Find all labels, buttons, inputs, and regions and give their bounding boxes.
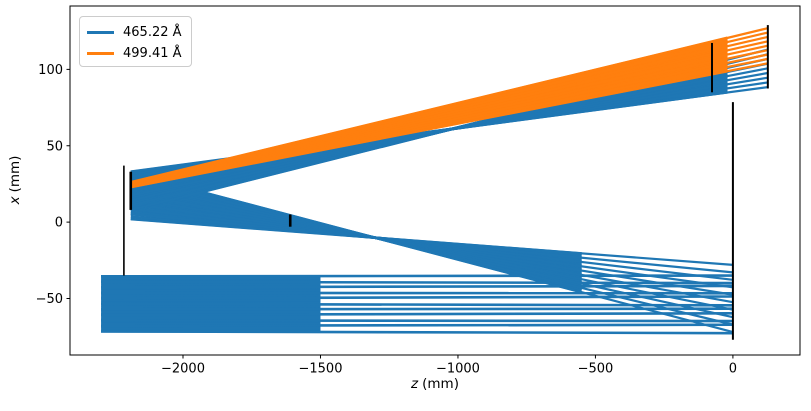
optical-elements [123,25,769,340]
legend-label: 465.22 Å [123,25,182,40]
ray [130,182,734,319]
y-axis-variable: x [7,196,23,205]
plot-frame [69,5,801,356]
y-tick-label: −50 [36,292,63,307]
x-axis-unit: (mm) [422,376,459,392]
ray [101,295,733,300]
y-tick-label: 50 [46,139,63,154]
y-tick-label: 100 [38,63,63,78]
x-axis-ticks: −2000 −1500 −1000 −500 0 [161,355,737,377]
y-axis-ticks: −50 0 50 100 [36,63,70,307]
ray [130,197,734,296]
ray [130,192,734,304]
ray [130,217,733,266]
ray [130,207,734,281]
x-tick-label: 0 [729,362,737,377]
ray [101,307,733,311]
ray [130,62,769,189]
ray [130,49,769,187]
x-tick-label: −1500 [298,362,342,377]
ray [130,53,769,187]
x-axis-label: z (mm) [70,376,800,392]
x-tick-label: −1000 [436,362,480,377]
ray [130,27,769,184]
legend-entry: 499.41 Å [87,43,191,64]
ray [101,323,733,328]
ray [130,40,769,186]
y-axis-label: x (mm) [7,156,23,205]
ray [130,44,769,186]
legend: 465.22 Å 499.41 Å [79,16,192,67]
x-axis-variable: z [411,376,419,392]
ray-bundle-dispersed-499 [130,27,769,189]
ray [101,302,733,307]
ray [130,212,734,274]
x-tick-label: −2000 [161,362,205,377]
x-tick-label: −500 [578,362,614,377]
ray [130,172,734,334]
ray [130,31,769,185]
ray [101,280,733,285]
y-axis-unit: (mm) [7,155,23,193]
y-tick-label: 0 [55,216,63,231]
legend-entry: 465.22 Å [87,22,191,43]
ray-bundle-incoming-beam [101,274,733,335]
ray [101,274,733,278]
ray [130,57,769,188]
ray [101,312,733,317]
ray [130,35,769,185]
ray [101,284,733,289]
legend-line-sample-499 [87,52,114,55]
ray [130,177,734,326]
ray [130,202,734,289]
ray [101,319,733,323]
ray [130,187,734,311]
ray [101,330,733,335]
legend-line-sample-465 [87,31,114,34]
ray-bundle-slit-fan [130,172,734,334]
legend-label: 499.41 Å [123,46,182,61]
